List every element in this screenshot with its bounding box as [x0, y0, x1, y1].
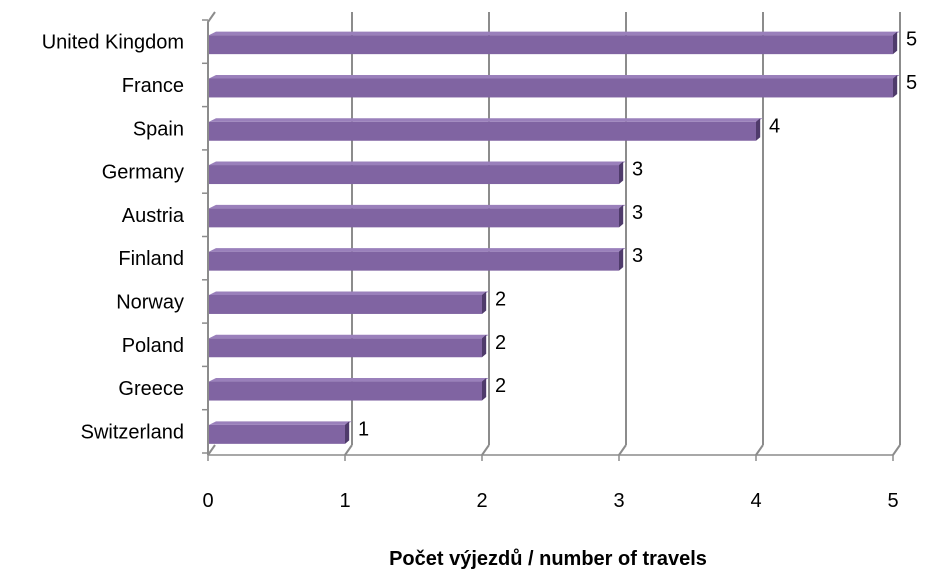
bar-top [209, 204, 626, 209]
data-label: 1 [358, 418, 369, 440]
gridline-floor-connector [892, 444, 901, 456]
data-label: 2 [495, 332, 506, 354]
bar [209, 421, 352, 444]
bar-top [209, 291, 489, 295]
x-tick-label: 4 [750, 490, 761, 512]
bar-top [209, 334, 489, 339]
bar-side [482, 291, 487, 314]
bar [209, 248, 626, 271]
bar [209, 161, 626, 185]
bar-side [345, 421, 350, 444]
category-label: Germany [102, 162, 184, 184]
bar-front [209, 78, 893, 98]
gridline-floor-connector [481, 444, 490, 456]
category-label: Norway [116, 291, 184, 313]
bar-layer [209, 31, 900, 444]
bar-front [209, 251, 619, 271]
x-tick-label: 1 [339, 490, 350, 512]
category-label: France [122, 75, 184, 97]
data-label: 5 [906, 72, 917, 94]
bar [209, 378, 489, 401]
data-label: 2 [495, 375, 506, 397]
bar-side [893, 31, 898, 55]
bar-front [209, 165, 619, 185]
x-tick-label: 0 [202, 490, 213, 512]
data-label: 2 [495, 288, 506, 310]
category-label: Austria [122, 205, 185, 227]
bar [209, 31, 900, 55]
bar-front [209, 121, 756, 141]
bar-side [893, 74, 898, 98]
bar-front [209, 208, 619, 228]
x-tick-label: 5 [887, 490, 898, 512]
y-axis-wall [207, 11, 216, 455]
data-label: 3 [632, 159, 643, 181]
bar [209, 118, 763, 141]
data-label: 5 [906, 29, 917, 51]
bar-side [756, 118, 761, 141]
bar-top [209, 248, 626, 252]
bar [209, 334, 489, 358]
bar-top [209, 161, 626, 166]
gridline-floor-connector [344, 444, 353, 456]
bar-side [619, 248, 624, 271]
bar-top [209, 378, 489, 382]
gridline-floor-connector [618, 444, 627, 456]
category-label: Greece [118, 378, 184, 400]
bar [209, 204, 626, 228]
bar-side [482, 334, 487, 358]
gridline-floor-connector [755, 444, 764, 456]
category-label: Switzerland [81, 421, 184, 443]
bar-front [209, 35, 893, 55]
category-label: Spain [133, 118, 184, 140]
x-tick-label: 2 [476, 490, 487, 512]
category-label: United Kingdom [42, 32, 184, 54]
bar-front [209, 381, 482, 401]
bar-front [209, 294, 482, 314]
bar-front [209, 338, 482, 358]
bar-top [209, 31, 900, 36]
floor-edge [207, 444, 216, 456]
bar-side [482, 378, 487, 401]
category-label: Poland [122, 335, 184, 357]
bar-top [209, 118, 763, 122]
bar [209, 291, 489, 314]
data-label: 3 [632, 202, 643, 224]
category-label: Finland [118, 248, 184, 270]
bar-side [619, 204, 624, 228]
bar-side [619, 161, 624, 185]
bar-top [209, 74, 900, 79]
data-label: 3 [632, 245, 643, 267]
label-layer: 0 1 2 3 4 5 United Kingdom 5 France 5 Spain 4 German… [42, 29, 917, 512]
bar [209, 74, 900, 98]
data-label: 4 [769, 115, 780, 137]
bar-front [209, 424, 345, 444]
x-axis-title: Počet výjezdů / number of travels [389, 548, 707, 570]
x-tick-label: 3 [613, 490, 624, 512]
bar-top [209, 421, 352, 425]
